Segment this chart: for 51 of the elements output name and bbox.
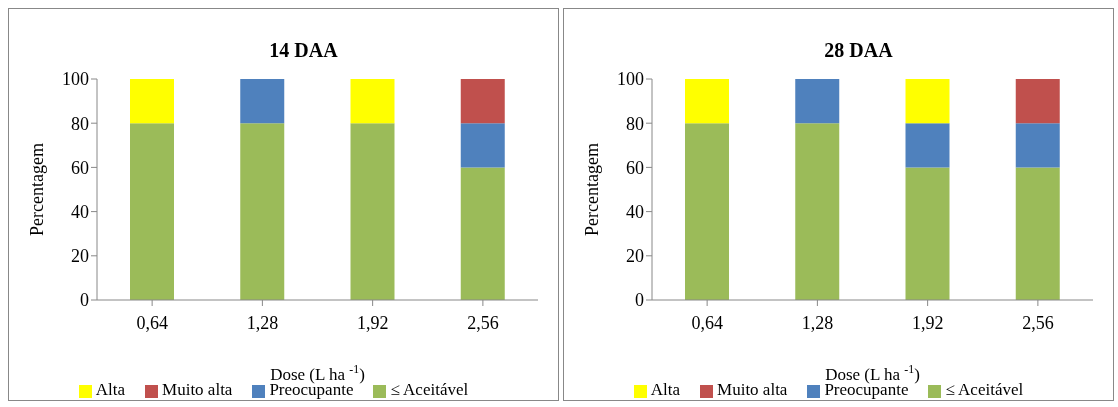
x-tick-label: 1,92 — [911, 312, 944, 333]
bar — [685, 123, 729, 300]
bar — [795, 79, 840, 124]
bar — [685, 79, 729, 124]
x-tick-label: 0,64 — [136, 312, 168, 333]
y-tick-label: 80 — [626, 113, 644, 134]
bar — [1015, 79, 1060, 124]
y-tick-label: 20 — [626, 246, 644, 267]
bar — [350, 123, 395, 300]
x-tick-label: 1,92 — [356, 312, 389, 333]
x-tick-label: 2,56 — [467, 312, 499, 333]
bar — [905, 123, 950, 168]
y-axis-title: Percentagem — [582, 143, 602, 236]
x-tick-label: 1,28 — [801, 312, 834, 333]
legend-label: ≤ Aceitável — [390, 380, 469, 399]
bar — [240, 79, 285, 124]
bar — [130, 79, 174, 124]
legend-label: Muito alta — [162, 380, 233, 399]
x-tick-label: 2,56 — [1022, 312, 1054, 333]
legend-label: ≤ Aceitável — [945, 380, 1024, 399]
legend-label: Alta — [650, 380, 681, 399]
y-tick-label: 0 — [80, 290, 89, 311]
bar — [1015, 123, 1060, 168]
y-tick-label: 100 — [62, 69, 89, 90]
y-axis-title: Percentagem — [27, 143, 47, 236]
bar — [460, 79, 505, 124]
bar — [905, 79, 950, 124]
bar — [1015, 167, 1060, 300]
bar — [460, 167, 505, 300]
y-tick-label: 100 — [617, 69, 644, 90]
bar — [460, 123, 505, 168]
bar — [905, 167, 950, 300]
y-tick-label: 80 — [71, 113, 89, 134]
bar — [130, 123, 174, 300]
bar — [350, 79, 395, 124]
y-tick-label: 20 — [71, 246, 89, 267]
x-axis-title: Dose (L ha $^{-1}$) — [825, 362, 920, 384]
x-tick-label: 1,28 — [246, 312, 279, 333]
bar — [795, 123, 840, 300]
y-tick-label: 40 — [71, 201, 89, 222]
chart-title: 28 DAA — [824, 39, 894, 61]
y-tick-label: 60 — [626, 157, 644, 178]
x-axis-title: Dose (L ha $^{-1}$) — [270, 362, 365, 384]
y-tick-label: 40 — [626, 201, 644, 222]
x-tick-label: 0,64 — [691, 312, 723, 333]
y-tick-label: 60 — [71, 157, 89, 178]
legend-label: Muito alta — [717, 380, 788, 399]
legend-label: Alta — [95, 380, 126, 399]
bar — [240, 123, 285, 300]
y-tick-label: 0 — [635, 290, 644, 311]
chart-title: 14 DAA — [269, 39, 339, 61]
